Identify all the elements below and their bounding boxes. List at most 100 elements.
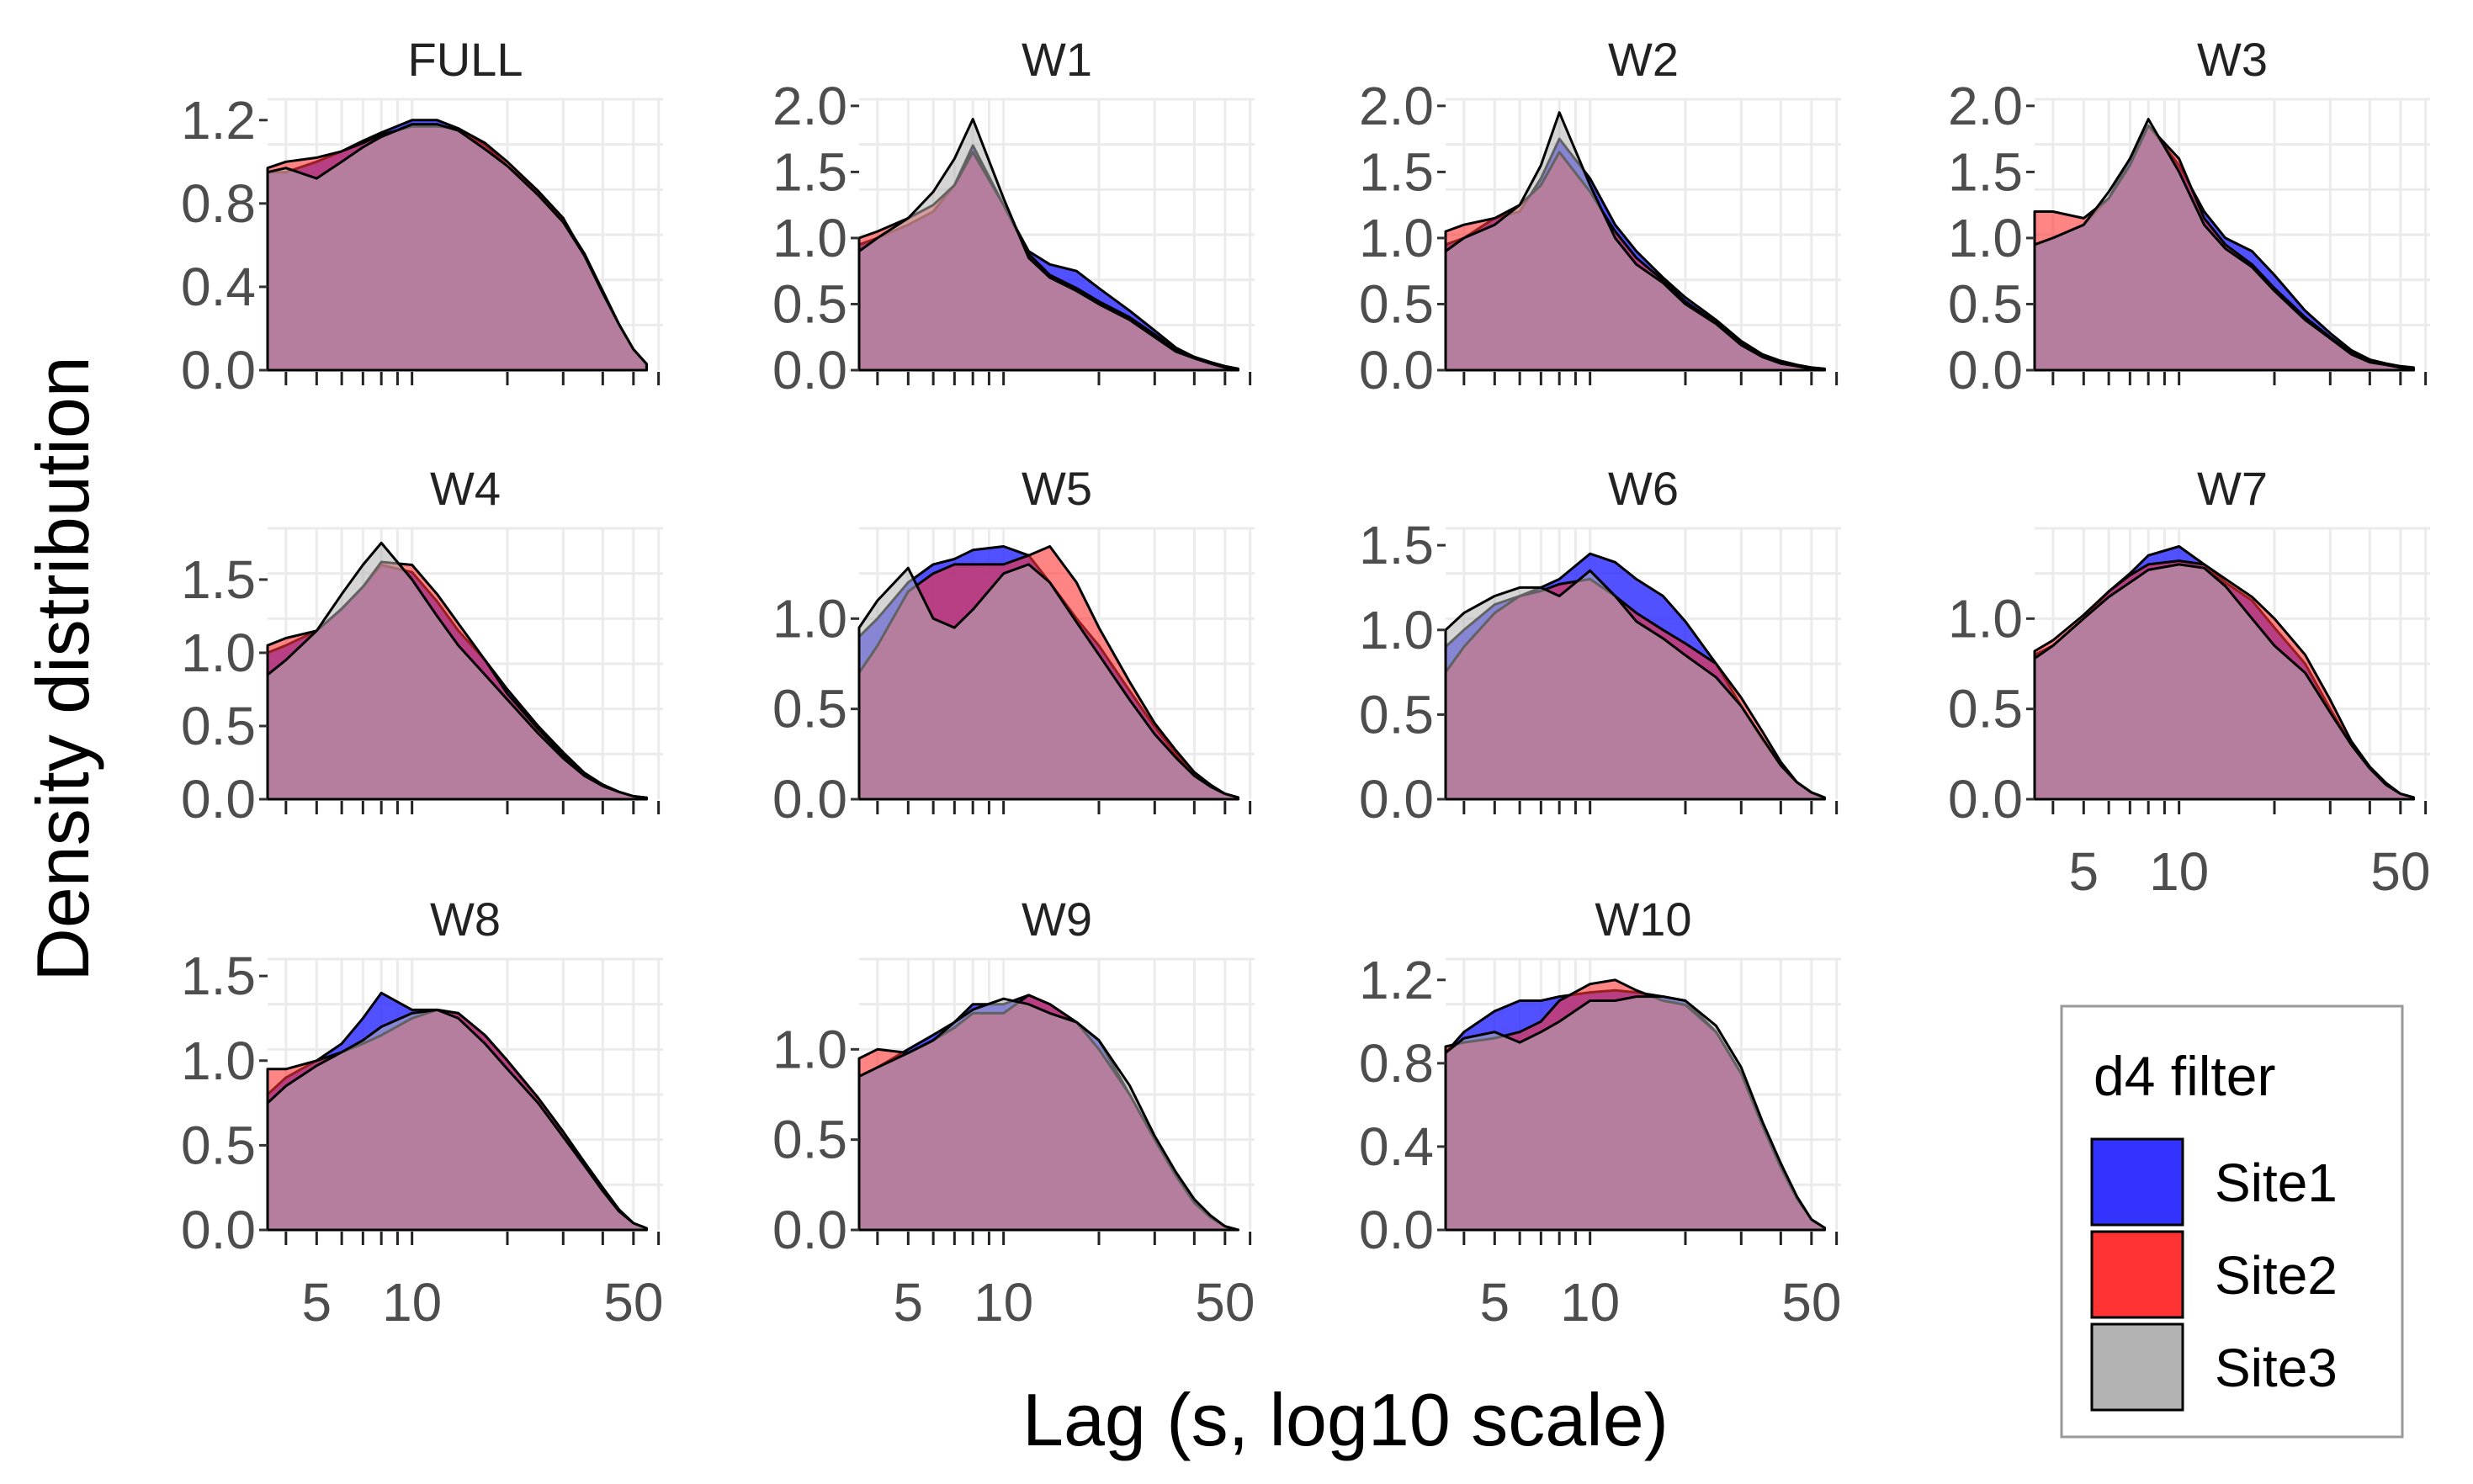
panel-w3-ytick-label: 0.5	[1948, 273, 2023, 334]
panel-w8-ytick-label: 1.5	[181, 946, 256, 1006]
panel-w2-area-site3	[1444, 111, 1826, 372]
panel-w7-title: W7	[2197, 462, 2268, 515]
panel-w10-ytick-label: 0.4	[1359, 1116, 1434, 1177]
panel-w1-ytick-label: 1.0	[772, 208, 847, 268]
panel-w2-ytick-label: 1.5	[1359, 141, 1434, 202]
legend-label-site3: Site3	[2215, 1338, 2338, 1398]
panel-w10-xtick-label: 5	[1480, 1272, 1510, 1333]
panel-w9-ytick-label: 1.0	[772, 1019, 847, 1079]
panel-w7-xtick-label: 5	[2069, 841, 2099, 902]
legend-entries: Site1 Site2 Site3	[2090, 1137, 2338, 1412]
panel-full-area-site3	[266, 123, 648, 372]
panel-w6-ytick-label: 1.5	[1359, 515, 1434, 575]
panel-w10-xtick-label: 10	[1560, 1272, 1620, 1333]
panel-w5: W5 0.0 0.5 1.0	[772, 462, 1255, 829]
panel-w8-ytick-label: 1.0	[181, 1031, 256, 1091]
panel-w10-ytick-label: 1.2	[1359, 950, 1434, 1010]
panel-w3-area-site3	[2033, 118, 2415, 372]
panel-w6: W6 0.0 0.5 1.0 1.5	[1359, 462, 1841, 829]
panel-w3-title: W3	[2197, 33, 2268, 86]
panel-w2-ytick-label: 0.0	[1359, 340, 1434, 400]
panel-w8-title: W8	[430, 893, 501, 946]
panel-w7-xtick-label: 50	[2370, 841, 2430, 902]
panel-w4-area-site3	[266, 541, 648, 801]
legend-swatch-site2	[2090, 1230, 2184, 1319]
panel-w2-ytick-label: 0.5	[1359, 273, 1434, 334]
panel-w4-title: W4	[430, 462, 501, 515]
panel-w6-ytick-label: 0.0	[1359, 769, 1434, 829]
panel-w9-area-site3	[857, 997, 1239, 1232]
panel-w3-ytick-label: 1.0	[1948, 208, 2023, 268]
panel-w7-ytick-label: 0.5	[1948, 679, 2023, 739]
panel-w10-area-site3	[1444, 995, 1826, 1232]
panel-w3-ytick-label: 2.0	[1948, 76, 2023, 136]
panel-w3: W3 0.00.51.01.52.0	[1948, 33, 2430, 400]
panel-w1: W1 0.00.51.01.52.0	[772, 33, 1255, 400]
panel-w8-xtick-label: 50	[603, 1272, 663, 1333]
panel-w2-ytick-label: 1.0	[1359, 208, 1434, 268]
panel-w4-ytick-label: 1.5	[181, 549, 256, 610]
panel-w9-ytick-label: 0.0	[772, 1200, 847, 1260]
panel-w5-area-site3	[857, 563, 1239, 801]
legend-swatch-site1	[2090, 1137, 2184, 1227]
panel-w5-ytick-label: 0.0	[772, 769, 847, 829]
panel-w4-ytick-label: 0.5	[181, 696, 256, 756]
panel-w4-ytick-label: 0.0	[181, 769, 256, 829]
panel-w9: W9 0.0 0.5 1.0 5 10 50	[772, 893, 1255, 1333]
panel-full-title: FULL	[408, 33, 523, 86]
panel-w1-ytick-label: 0.0	[772, 340, 847, 400]
panel-w7-ytick-label: 0.0	[1948, 769, 2023, 829]
panel-w9-xtick-label: 10	[974, 1272, 1033, 1333]
panel-w6-area-site3	[1444, 569, 1826, 801]
panel-w2-ytick-label: 2.0	[1359, 76, 1434, 136]
panel-w1-ytick-label: 1.5	[772, 141, 847, 202]
panel-w7-ytick-label: 1.0	[1948, 588, 2023, 649]
panel-w8-ytick-label: 0.0	[181, 1200, 256, 1260]
legend-swatch-site3	[2090, 1322, 2184, 1412]
panel-w1-area-site3	[857, 118, 1239, 372]
panel-w5-ytick-label: 1.0	[772, 588, 847, 649]
panel-w9-xtick-label: 5	[894, 1272, 924, 1333]
panels-layer: FULL0.00.40.81.2W10.00.51.01.52.0W20.00.…	[181, 33, 2430, 1333]
y-axis-title: Density distribution	[21, 356, 104, 981]
panel-w7: W7 0.0 0.5 1.0 5 10 50	[1948, 462, 2430, 902]
x-axis-title: Lag (s, log10 scale)	[1022, 1378, 1669, 1461]
panel-w9-xtick-label: 50	[1195, 1272, 1255, 1333]
panel-w1-title: W1	[1022, 33, 1092, 86]
panel-full: FULL 0.0 0.4 0.8 1.2	[181, 33, 663, 400]
panel-w6-ytick-label: 0.5	[1359, 684, 1434, 745]
panel-w9-ytick-label: 0.5	[772, 1110, 847, 1170]
panel-w10-ytick-label: 0.8	[1359, 1033, 1434, 1094]
panel-w1-ytick-label: 2.0	[772, 76, 847, 136]
panel-w1-ytick-label: 0.5	[772, 273, 847, 334]
panel-w8-xtick-label: 5	[302, 1272, 332, 1333]
panel-w6-ytick-label: 1.0	[1359, 600, 1434, 660]
panel-w7-xtick-label: 10	[2149, 841, 2209, 902]
panel-full-ytick-label: 1.2	[181, 90, 256, 151]
panel-w10-title: W10	[1595, 893, 1691, 946]
panel-full-ytick-label: 0.0	[181, 340, 256, 400]
panel-w3-ytick-label: 1.5	[1948, 141, 2023, 202]
panel-w4: W4 0.0 0.5 1.0 1.5	[181, 462, 663, 829]
legend-label-site2: Site2	[2215, 1245, 2338, 1306]
panel-w5-ytick-label: 0.5	[772, 679, 847, 739]
panel-w5-title: W5	[1022, 462, 1092, 515]
panel-w10: W10 0.0 0.4 0.8 1.2 5 10 50	[1359, 893, 1841, 1333]
legend-title: d4 filter	[2094, 1045, 2275, 1107]
panel-w2-title: W2	[1608, 33, 1679, 86]
panel-w4-ytick-label: 1.0	[181, 623, 256, 683]
legend-label-site1: Site1	[2215, 1153, 2338, 1213]
panel-w10-ytick-label: 0.0	[1359, 1200, 1434, 1260]
panel-w6-title: W6	[1608, 462, 1679, 515]
panel-w9-title: W9	[1022, 893, 1092, 946]
panel-w8: W8 0.0 0.5 1.0 1.5 5 10 50	[181, 893, 663, 1333]
panel-w2: W2 0.00.51.01.52.0	[1359, 33, 1841, 400]
panel-full-ytick-label: 0.8	[181, 173, 256, 234]
panel-w8-xtick-label: 10	[382, 1272, 442, 1333]
panel-w3-ytick-label: 0.0	[1948, 340, 2023, 400]
panel-w8-area-site3	[266, 1008, 648, 1232]
legend: d4 filter Site1 Site2 Site3	[2060, 1004, 2404, 1439]
panel-full-ytick-label: 0.4	[181, 257, 256, 317]
panel-w7-area-site3	[2033, 563, 2415, 801]
